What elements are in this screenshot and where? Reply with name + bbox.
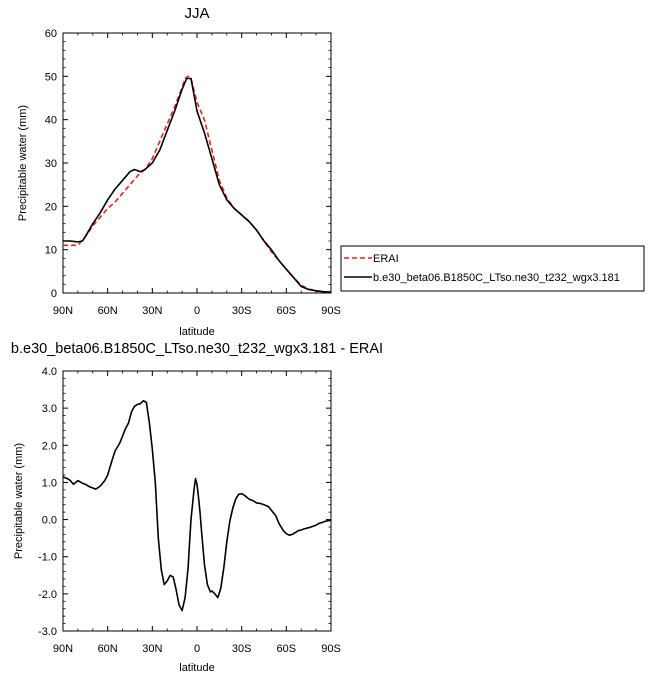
y-tick-label: 0 [51, 288, 57, 300]
y-tick-label: 3.0 [42, 403, 57, 415]
y-tick-label: 1.0 [42, 477, 57, 489]
legend-label-erai: ERAI [373, 253, 399, 265]
bottom-x-ticks: 90N 60N 30N 0 30S 60S 90S [53, 371, 341, 655]
top-series-lines [63, 75, 332, 294]
x-tick-label: 90S [321, 643, 341, 655]
top-plot-frame [62, 32, 332, 294]
y-tick-label: 0.0 [42, 515, 57, 527]
series-line-0 [62, 399, 332, 612]
y-tick-label: 60 [45, 28, 57, 40]
top-y-axis-label: Precipitable water (mm) [17, 105, 29, 221]
x-tick-label: 0 [194, 643, 200, 655]
y-tick-label: 30 [45, 158, 57, 170]
x-tick-label: 60N [98, 305, 118, 317]
top-x-axis-label: latitude [179, 326, 214, 338]
x-tick-label: 90N [53, 643, 73, 655]
y-tick-label: 4.0 [42, 366, 57, 378]
y-tick-label: 2.0 [42, 440, 57, 452]
y-tick-label: -2.0 [38, 589, 57, 601]
y-tick-label: 40 [45, 115, 57, 127]
legend-label-model: b.e30_beta06.B1850C_LTso.ne30_t232_wgx3.… [373, 272, 620, 284]
x-tick-label: 60S [277, 305, 297, 317]
y-tick-label: -3.0 [38, 626, 57, 638]
bottom-title: b.e30_beta06.B1850C_LTso.ne30_t232_wgx3.… [11, 341, 383, 357]
x-tick-label: 60S [277, 643, 297, 655]
bottom-y-ticks: 4.0 3.0 2.0 1.0 0.0 -1.0 -2.0 -3.0 [38, 366, 331, 638]
panel-top: JJA 0 10 20 30 40 50 60 90N 60N 30N 0 30S 60S 90S la… [17, 5, 341, 338]
series-line-1 [63, 77, 332, 293]
legend-box [340, 245, 645, 292]
x-tick-label: 0 [194, 305, 200, 317]
x-tick-label: 30N [142, 305, 162, 317]
x-tick-label: 30S [232, 643, 252, 655]
y-tick-label: 20 [45, 201, 57, 213]
series-line-0 [63, 75, 332, 294]
top-title: JJA [184, 5, 209, 22]
bottom-plot-frame [62, 370, 332, 632]
bottom-y-axis-label: Precipitable water (mm) [13, 443, 25, 559]
top-x-ticks: 90N 60N 30N 0 30S 60S 90S [53, 33, 341, 317]
x-tick-label: 90N [53, 305, 73, 317]
x-tick-label: 90S [321, 305, 341, 317]
x-tick-label: 60N [98, 643, 118, 655]
x-tick-label: 30S [232, 305, 252, 317]
x-tick-label: 30N [142, 643, 162, 655]
panel-bottom: b.e30_beta06.B1850C_LTso.ne30_t232_wgx3.… [11, 341, 383, 674]
y-tick-label: -1.0 [38, 552, 57, 564]
bottom-x-axis-label: latitude [179, 662, 214, 674]
legend: ERAI b.e30_beta06.B1850C_LTso.ne30_t232_… [340, 245, 645, 292]
y-tick-label: 10 [45, 245, 57, 257]
bottom-series-lines [62, 399, 332, 612]
top-y-ticks: 0 10 20 30 40 50 60 [45, 28, 331, 300]
y-tick-label: 50 [45, 71, 57, 83]
